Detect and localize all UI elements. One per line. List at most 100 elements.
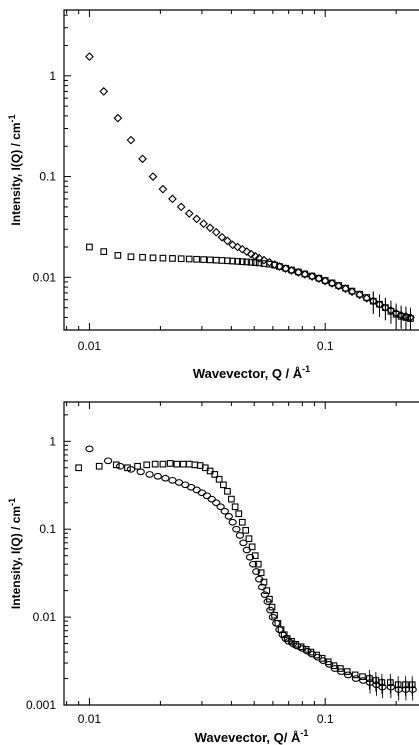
data-point-circle (145, 471, 154, 478)
data-point-square (268, 603, 276, 611)
data-point-square (274, 619, 282, 627)
y-tick-label: 0.001 (26, 698, 56, 712)
data-point-square (245, 535, 253, 543)
data-point-square (206, 256, 214, 264)
data-point-square (169, 255, 176, 262)
data-point-circle (220, 507, 229, 515)
data-points (85, 52, 415, 330)
data-point-square (318, 654, 326, 662)
data-point-diamond (259, 255, 269, 265)
data-point-circle (197, 489, 207, 497)
data-point-circle (136, 468, 145, 476)
data-point-square (177, 255, 185, 263)
data-point-square (255, 259, 263, 267)
data-point-square (220, 481, 227, 489)
data-point-square (271, 611, 278, 619)
data-point-square (342, 284, 349, 292)
data-point-circle (232, 525, 241, 533)
top-chart: 0.01 0.1 0.01 0.1 1 Wavevector, Q / Å-1 Intens… (7, 9, 419, 381)
data-point-square (337, 665, 344, 672)
data-point-circle (252, 568, 261, 575)
data-point-square (134, 462, 141, 470)
data-point-square (185, 460, 193, 468)
data-point-square (127, 253, 135, 261)
data-point-circle (85, 445, 94, 453)
data-point-square (260, 578, 268, 586)
data-point-square (356, 290, 363, 298)
plot-frame (63, 401, 419, 706)
x-axis-title: Wavevector, Q / Å-1 (193, 364, 310, 381)
y-tick-label: 0.01 (33, 270, 57, 284)
data-point-square (238, 258, 246, 266)
data-point-square (276, 263, 283, 270)
data-point-circle (153, 472, 162, 480)
data-point-diamond (184, 209, 194, 218)
data-point-square (288, 266, 295, 274)
x-tick-label: 0.01 (78, 712, 102, 726)
data-point-square (254, 560, 262, 568)
data-point-diamond (205, 223, 215, 233)
data-point-square (324, 658, 332, 666)
data-point-diamond (199, 219, 208, 229)
data-point-square (351, 671, 359, 679)
data-point-circle (192, 486, 201, 494)
data-point-square (363, 294, 371, 301)
data-point-diamond (148, 172, 158, 181)
y-tick-label: 0.1 (39, 522, 56, 536)
data-point-square (112, 461, 120, 469)
data-point-square (251, 552, 259, 560)
data-point-square (166, 460, 174, 467)
data-point-circle (228, 518, 237, 526)
data-point-square (228, 495, 235, 503)
data-point-diamond (223, 236, 232, 246)
data-point-square (315, 274, 323, 282)
data-point-diamond (85, 52, 94, 62)
y-axis-title: Intensity, I(Q) / cm-1 (7, 498, 23, 609)
data-point-square (247, 258, 255, 266)
data-point-square (359, 673, 366, 681)
data-point-square (266, 595, 273, 603)
data-point-square (151, 460, 159, 468)
data-point-diamond (168, 194, 177, 204)
data-point-circle (239, 539, 248, 547)
data-point-circle (235, 532, 245, 539)
data-point-square (179, 460, 187, 468)
data-point-square (301, 270, 309, 278)
data-point-diamond (158, 184, 168, 194)
data-point-square (235, 510, 243, 518)
x-tick-label: 0.1 (317, 712, 334, 726)
data-point-square (200, 256, 207, 263)
data-point-circle (207, 495, 216, 503)
data-point-square (248, 543, 256, 551)
data-point-diamond (126, 135, 136, 145)
data-point-diamond (211, 227, 221, 237)
data-point-diamond (217, 232, 227, 242)
data-point-square (215, 475, 223, 483)
data-point-diamond (233, 242, 242, 252)
data-point-square (173, 460, 181, 468)
data-point-circle (224, 513, 233, 520)
data-point-square (75, 464, 83, 472)
data-point-square (212, 256, 220, 264)
data-point-square (308, 272, 316, 280)
data-point-square (159, 460, 167, 468)
data-point-circle (257, 583, 267, 591)
data-point-square (206, 467, 214, 475)
data-point-circle (216, 503, 225, 511)
data-point-square (242, 527, 250, 534)
y-tick-label: 0.1 (39, 170, 56, 184)
data-point-circle (260, 591, 270, 599)
data-point-square (224, 487, 231, 495)
data-point-square (139, 253, 146, 261)
data-point-square (238, 518, 246, 526)
data-point-square (234, 258, 241, 265)
data-point-circle (202, 492, 212, 500)
data-point-square (143, 461, 151, 469)
data-point-diamond (228, 240, 238, 250)
y-tick-label: 1 (49, 69, 56, 83)
data-point-circle (268, 613, 278, 621)
data-point-circle (126, 465, 136, 473)
data-point-square (159, 254, 167, 262)
data-point-square (218, 257, 226, 264)
